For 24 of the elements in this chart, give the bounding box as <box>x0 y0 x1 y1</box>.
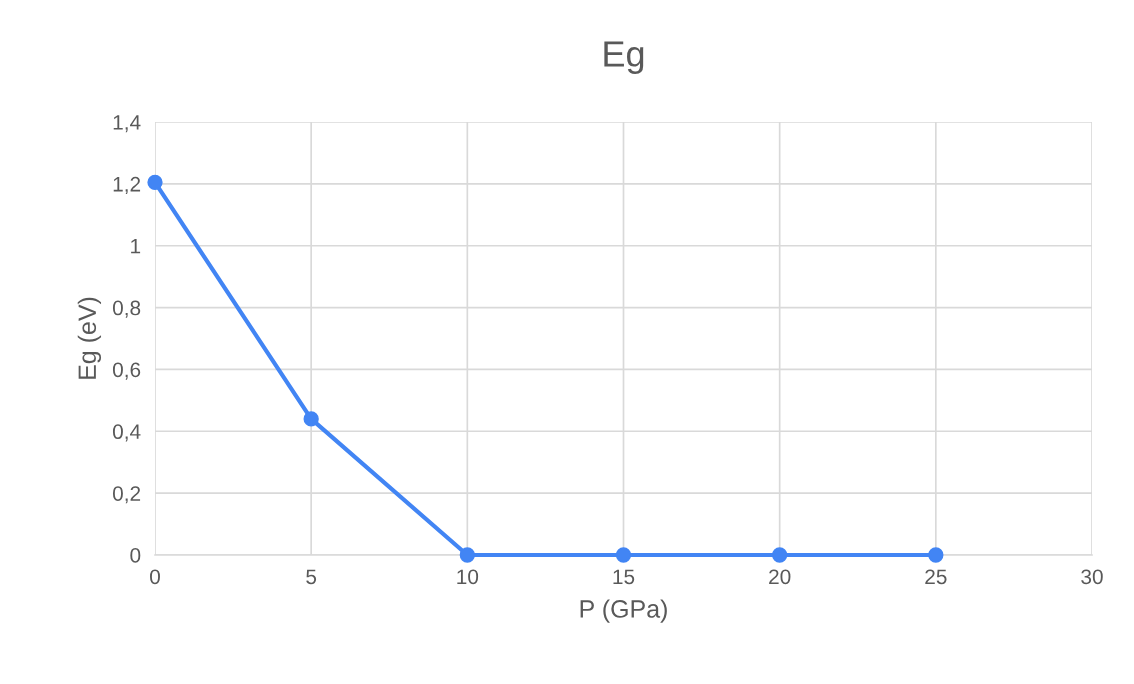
point <box>303 411 319 427</box>
y-axis-title: Eg (eV) <box>77 297 102 379</box>
point <box>928 547 944 563</box>
x-tick-label: 20 <box>769 569 791 585</box>
x-tick-label: 0 <box>150 569 160 585</box>
x-tick-label: 30 <box>1081 569 1103 585</box>
x-tick-label: 10 <box>457 569 479 585</box>
y-tick-label: 0 <box>130 548 141 563</box>
y-tick-label: 0,2 <box>112 486 141 504</box>
x-axis-title: P (GPa) <box>580 599 667 623</box>
y-tick-label: 0,6 <box>112 362 141 380</box>
point <box>147 174 163 190</box>
y-tick-label: 1,2 <box>113 176 141 195</box>
x-tick-label: 25 <box>925 569 947 585</box>
y-tick-label: 0,4 <box>112 424 141 442</box>
y-tick-label: 0,8 <box>112 300 141 318</box>
y-tick-label: 1,4 <box>113 115 141 133</box>
x-tick-label: 15 <box>613 569 635 585</box>
x-tick-label: 5 <box>306 569 317 585</box>
point <box>772 547 788 563</box>
chart-title: Eg <box>604 41 644 74</box>
point <box>459 547 475 563</box>
y-tick-label: 1 <box>131 238 141 254</box>
point <box>615 547 632 563</box>
